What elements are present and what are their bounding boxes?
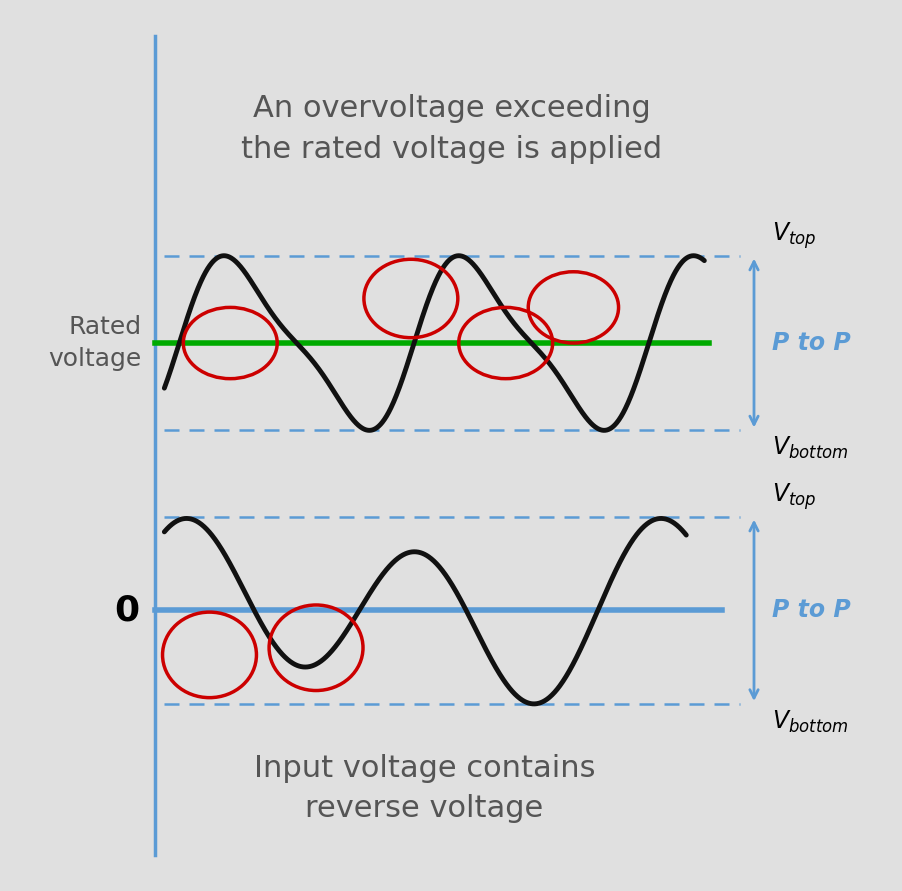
Text: An overvoltage exceeding
the rated voltage is applied: An overvoltage exceeding the rated volta…	[241, 94, 661, 164]
Text: $V_{bottom}$: $V_{bottom}$	[771, 435, 848, 461]
Text: Input voltage contains
reverse voltage: Input voltage contains reverse voltage	[253, 754, 594, 823]
Text: Rated
voltage: Rated voltage	[49, 315, 142, 371]
Text: $V_{top}$: $V_{top}$	[771, 482, 815, 512]
Text: P to P: P to P	[771, 599, 850, 622]
Text: 0: 0	[114, 593, 139, 627]
Text: $V_{bottom}$: $V_{bottom}$	[771, 708, 848, 734]
Text: P to P: P to P	[771, 331, 850, 355]
Text: $V_{top}$: $V_{top}$	[771, 221, 815, 251]
